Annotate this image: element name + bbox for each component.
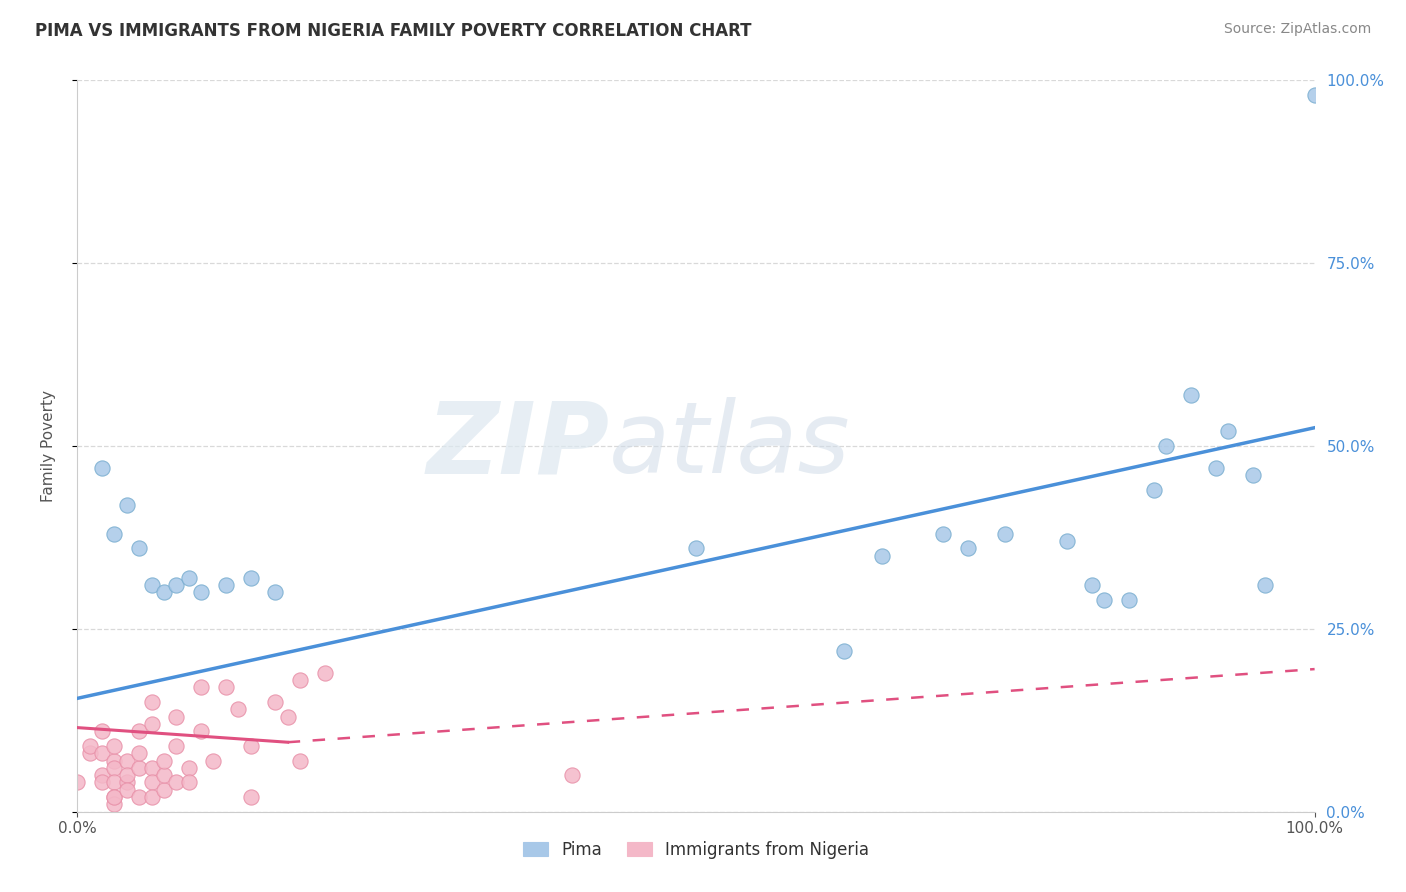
Point bbox=[277, 709, 299, 723]
Point bbox=[103, 790, 125, 805]
Point bbox=[115, 754, 138, 768]
Point bbox=[239, 571, 262, 585]
Point bbox=[165, 739, 187, 753]
Point bbox=[66, 775, 89, 789]
Point bbox=[103, 761, 125, 775]
Point bbox=[288, 673, 311, 687]
Point bbox=[153, 585, 176, 599]
Point bbox=[91, 746, 114, 760]
Text: ZIP: ZIP bbox=[426, 398, 609, 494]
Point bbox=[103, 739, 125, 753]
Point bbox=[202, 754, 225, 768]
Point bbox=[103, 754, 125, 768]
Point bbox=[190, 724, 212, 739]
Point bbox=[115, 775, 138, 789]
Point bbox=[128, 541, 150, 556]
Point bbox=[141, 775, 163, 789]
Point bbox=[141, 578, 163, 592]
Point bbox=[215, 681, 238, 695]
Point bbox=[128, 724, 150, 739]
Point bbox=[1143, 483, 1166, 497]
Point bbox=[215, 578, 238, 592]
Legend: Pima, Immigrants from Nigeria: Pima, Immigrants from Nigeria bbox=[516, 834, 876, 865]
Point bbox=[165, 775, 187, 789]
Point bbox=[226, 702, 249, 716]
Point bbox=[128, 790, 150, 805]
Point bbox=[1241, 468, 1264, 483]
Point bbox=[91, 724, 114, 739]
Point bbox=[103, 526, 125, 541]
Point bbox=[1118, 592, 1140, 607]
Text: PIMA VS IMMIGRANTS FROM NIGERIA FAMILY POVERTY CORRELATION CHART: PIMA VS IMMIGRANTS FROM NIGERIA FAMILY P… bbox=[35, 22, 752, 40]
Point bbox=[932, 526, 955, 541]
Point bbox=[79, 746, 101, 760]
Point bbox=[1056, 534, 1078, 549]
Point bbox=[128, 746, 150, 760]
Point bbox=[1254, 578, 1277, 592]
Point bbox=[239, 790, 262, 805]
Point bbox=[177, 775, 200, 789]
Point bbox=[994, 526, 1017, 541]
Point bbox=[91, 768, 114, 782]
Point bbox=[1081, 578, 1104, 592]
Point bbox=[239, 739, 262, 753]
Point bbox=[190, 681, 212, 695]
Point bbox=[1154, 439, 1177, 453]
Point bbox=[264, 695, 287, 709]
Point bbox=[153, 768, 176, 782]
Point bbox=[314, 665, 336, 680]
Point bbox=[128, 761, 150, 775]
Point bbox=[153, 754, 176, 768]
Text: Source: ZipAtlas.com: Source: ZipAtlas.com bbox=[1223, 22, 1371, 37]
Point bbox=[115, 782, 138, 797]
Point bbox=[1092, 592, 1115, 607]
Point bbox=[141, 761, 163, 775]
Point bbox=[153, 782, 176, 797]
Point bbox=[103, 790, 125, 805]
Point bbox=[1303, 87, 1326, 102]
Point bbox=[1180, 388, 1202, 402]
Point bbox=[115, 768, 138, 782]
Point bbox=[103, 775, 125, 789]
Point bbox=[190, 585, 212, 599]
Point bbox=[165, 709, 187, 723]
Point bbox=[1216, 425, 1239, 439]
Point bbox=[288, 754, 311, 768]
Point bbox=[79, 739, 101, 753]
Point bbox=[1205, 461, 1227, 475]
Point bbox=[177, 571, 200, 585]
Point bbox=[91, 775, 114, 789]
Point bbox=[834, 644, 856, 658]
Point bbox=[870, 549, 893, 563]
Point bbox=[141, 717, 163, 731]
Point bbox=[103, 797, 125, 812]
Point bbox=[141, 695, 163, 709]
Point bbox=[685, 541, 707, 556]
Point bbox=[957, 541, 980, 556]
Point bbox=[177, 761, 200, 775]
Text: atlas: atlas bbox=[609, 398, 851, 494]
Point bbox=[561, 768, 583, 782]
Point bbox=[264, 585, 287, 599]
Point bbox=[165, 578, 187, 592]
Point bbox=[141, 790, 163, 805]
Point bbox=[91, 461, 114, 475]
Point bbox=[115, 498, 138, 512]
Y-axis label: Family Poverty: Family Poverty bbox=[42, 390, 56, 502]
